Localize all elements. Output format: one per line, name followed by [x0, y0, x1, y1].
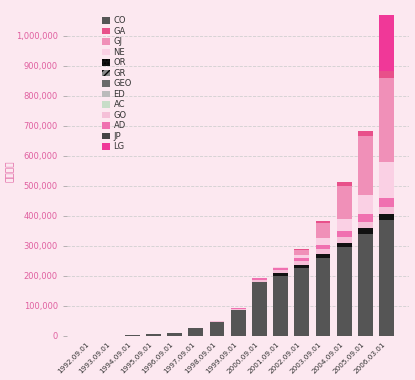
Bar [337, 219, 352, 231]
Bar [273, 267, 288, 268]
Bar [379, 71, 394, 78]
Bar [210, 321, 225, 336]
Bar [358, 234, 373, 336]
Bar [315, 254, 330, 258]
Bar [315, 221, 330, 223]
Bar [294, 255, 309, 258]
Bar [252, 280, 267, 282]
Bar [358, 131, 373, 136]
Bar [358, 214, 373, 222]
Bar [379, 207, 394, 214]
Bar [273, 276, 288, 336]
Bar [294, 250, 309, 255]
Bar [231, 309, 246, 310]
Bar [337, 247, 352, 336]
Bar [337, 186, 352, 219]
Bar [358, 228, 373, 234]
Y-axis label: （件数）: （件数） [5, 160, 15, 182]
Bar [379, 214, 394, 220]
Bar [379, 16, 394, 71]
Bar [273, 273, 288, 276]
Bar [337, 242, 352, 247]
Bar [358, 136, 373, 195]
Bar [337, 237, 352, 242]
Bar [315, 223, 330, 238]
Bar [294, 258, 309, 261]
Bar [231, 310, 246, 336]
Bar [167, 333, 182, 336]
Bar [252, 278, 267, 280]
Bar [315, 250, 330, 254]
Bar [294, 265, 309, 268]
Bar [273, 270, 288, 273]
Bar [337, 182, 352, 186]
Bar [379, 78, 394, 162]
Bar [379, 162, 394, 198]
Bar [294, 249, 309, 250]
Bar [146, 334, 161, 336]
Bar [379, 220, 394, 336]
Bar [315, 258, 330, 336]
Bar [358, 195, 373, 214]
Legend: CO, GA, GJ, NE, OR, GR, GEO, ED, AC, GO, AD, JP, LG: CO, GA, GJ, NE, OR, GR, GEO, ED, AC, GO,… [98, 13, 135, 155]
Bar [315, 245, 330, 250]
Bar [315, 238, 330, 245]
Bar [231, 308, 246, 309]
Bar [252, 282, 267, 336]
Bar [379, 198, 394, 207]
Bar [294, 268, 309, 336]
Bar [273, 268, 288, 270]
Bar [188, 328, 203, 336]
Bar [358, 222, 373, 228]
Bar [294, 261, 309, 265]
Bar [337, 231, 352, 237]
